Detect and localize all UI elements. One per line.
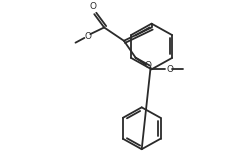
Text: O: O: [166, 65, 173, 74]
Text: O: O: [85, 32, 92, 40]
Text: O: O: [144, 61, 151, 70]
Text: O: O: [90, 2, 97, 11]
